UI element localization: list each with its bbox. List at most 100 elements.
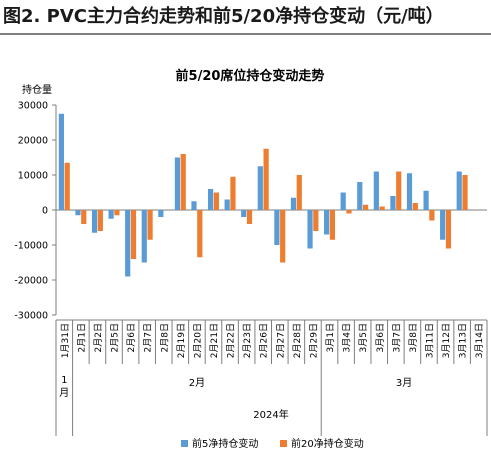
bar-top20 — [412, 203, 418, 210]
bar-top20 — [329, 210, 336, 240]
title-rule — [0, 33, 491, 35]
figure-title: 图2. PVC主力合约走势和前5/20净持仓变动（元/吨） — [3, 6, 444, 27]
net-position-chart: 前5/20席位持仓变动走势 持仓量 30000 20000 10000 0 -10000… — [14, 68, 488, 450]
x-tick-label: 2月26日 — [259, 323, 270, 358]
bar-top5 — [373, 171, 379, 210]
bar-top20 — [64, 162, 70, 210]
x-tick-label: 3月4日 — [342, 323, 353, 352]
x-tick-labels: 1月31日 2月1日 2月2日 2月5日 2月6日 2月7日 2月8日 2月19日 2月20日 2… — [60, 323, 485, 358]
year-label: 2024年 — [253, 408, 288, 421]
bar-top5 — [440, 210, 446, 240]
bar-top5 — [207, 189, 214, 210]
bar-top5 — [191, 201, 197, 210]
bar-top20 — [296, 175, 302, 210]
bar-top20 — [280, 210, 286, 263]
bar-top20 — [130, 210, 137, 259]
x-tick-label: 2月27日 — [275, 323, 286, 358]
x-tick-label: 3月7日 — [391, 323, 402, 352]
bar-top5 — [423, 190, 429, 210]
bar-top5 — [456, 171, 462, 210]
legend-label-series-2: 前20净持仓变动 — [291, 437, 364, 450]
bar-top20 — [445, 210, 452, 249]
bar-top20 — [147, 210, 153, 240]
month-label: 2月 — [189, 377, 205, 389]
bar-top5 — [324, 210, 330, 235]
x-tick-label: 2月29日 — [308, 323, 319, 358]
x-tick-label: 3月13日 — [458, 323, 469, 358]
bar-top5 — [91, 210, 98, 233]
month-group-labels: 1月 2月 3月 — [59, 375, 412, 399]
bar-top20 — [346, 210, 352, 214]
bar-top20 — [462, 175, 468, 210]
bar-top20 — [379, 206, 385, 210]
x-tick-label: 2月28日 — [292, 323, 303, 358]
x-tick-label: 2月6日 — [126, 323, 137, 352]
bar-top5 — [241, 210, 247, 217]
bar-top5 — [290, 197, 297, 210]
x-tick-label: 3月12日 — [441, 323, 452, 358]
y-tick-label: 10000 — [18, 171, 48, 182]
x-tick-label: 3月1日 — [325, 323, 336, 352]
y-tick-label: 0 — [42, 206, 48, 217]
bar-top20 — [246, 210, 253, 224]
month-label: 月 — [59, 387, 69, 399]
bar-top5 — [158, 210, 164, 217]
bar-top20 — [114, 210, 120, 216]
x-tick-label: 3月5日 — [358, 323, 369, 352]
bar-top5 — [174, 157, 181, 210]
x-tick-label: 2月22日 — [226, 323, 237, 358]
axes: 30000 20000 10000 0 -10000 -20000 -30000 — [14, 101, 488, 436]
bar-top20 — [396, 171, 402, 210]
bar-top20 — [213, 192, 219, 210]
bar-top5 — [141, 210, 147, 263]
x-tick-label: 3月11日 — [424, 323, 435, 358]
chart-title: 前5/20席位持仓变动走势 — [176, 68, 325, 84]
bar-top20 — [81, 210, 87, 224]
y-tick-label: 30000 — [18, 101, 48, 112]
month-label: 1 — [61, 375, 67, 386]
bar-top5 — [257, 166, 263, 210]
legend-swatch-series-2 — [280, 440, 287, 447]
bar-top20 — [180, 154, 186, 210]
bar-top5 — [75, 210, 81, 216]
legend-swatch-series-1 — [181, 440, 188, 447]
bar-top20 — [97, 210, 103, 231]
bar-top5 — [224, 199, 230, 210]
y-tick-label: 20000 — [18, 136, 48, 147]
bar-top5 — [58, 113, 64, 210]
bar-top20 — [197, 210, 203, 258]
x-tick-label: 2月7日 — [143, 323, 154, 352]
x-tick-label: 2月23日 — [242, 323, 253, 358]
x-tick-label: 1月31日 — [60, 323, 71, 358]
x-tick-label: 3月8日 — [408, 323, 419, 352]
bars — [58, 113, 468, 277]
y-axis-label: 持仓量 — [22, 83, 52, 96]
x-tick-label: 2月19日 — [176, 323, 187, 358]
month-label: 3月 — [396, 377, 412, 389]
x-tick-label: 3月14日 — [474, 323, 485, 358]
bar-top5 — [108, 210, 114, 219]
x-tick-label: 2月20日 — [192, 323, 203, 358]
x-tick-label: 3月6日 — [375, 323, 386, 352]
legend-label-series-1: 前5净持仓变动 — [192, 437, 258, 450]
bar-top20 — [230, 176, 236, 210]
x-tick-label: 2月2日 — [93, 323, 104, 352]
bar-top5 — [274, 210, 280, 245]
bar-top5 — [340, 192, 346, 210]
y-tick-label: -20000 — [14, 276, 48, 287]
bar-top5 — [125, 210, 131, 277]
bar-top20 — [429, 210, 435, 221]
bar-top20 — [313, 210, 319, 231]
bar-top5 — [357, 182, 363, 210]
x-tick-label: 2月5日 — [110, 323, 121, 352]
bar-top20 — [362, 204, 369, 210]
bar-top5 — [390, 196, 396, 210]
x-tick-label: 2月8日 — [159, 323, 170, 352]
bar-top5 — [406, 173, 413, 210]
legend: 前5净持仓变动 前20净持仓变动 — [181, 437, 364, 450]
y-tick-label: -10000 — [14, 241, 48, 252]
x-tick-label: 2月21日 — [209, 323, 220, 358]
bar-top20 — [263, 148, 269, 210]
x-tick-label: 2月1日 — [76, 323, 87, 352]
bar-top5 — [307, 210, 313, 249]
